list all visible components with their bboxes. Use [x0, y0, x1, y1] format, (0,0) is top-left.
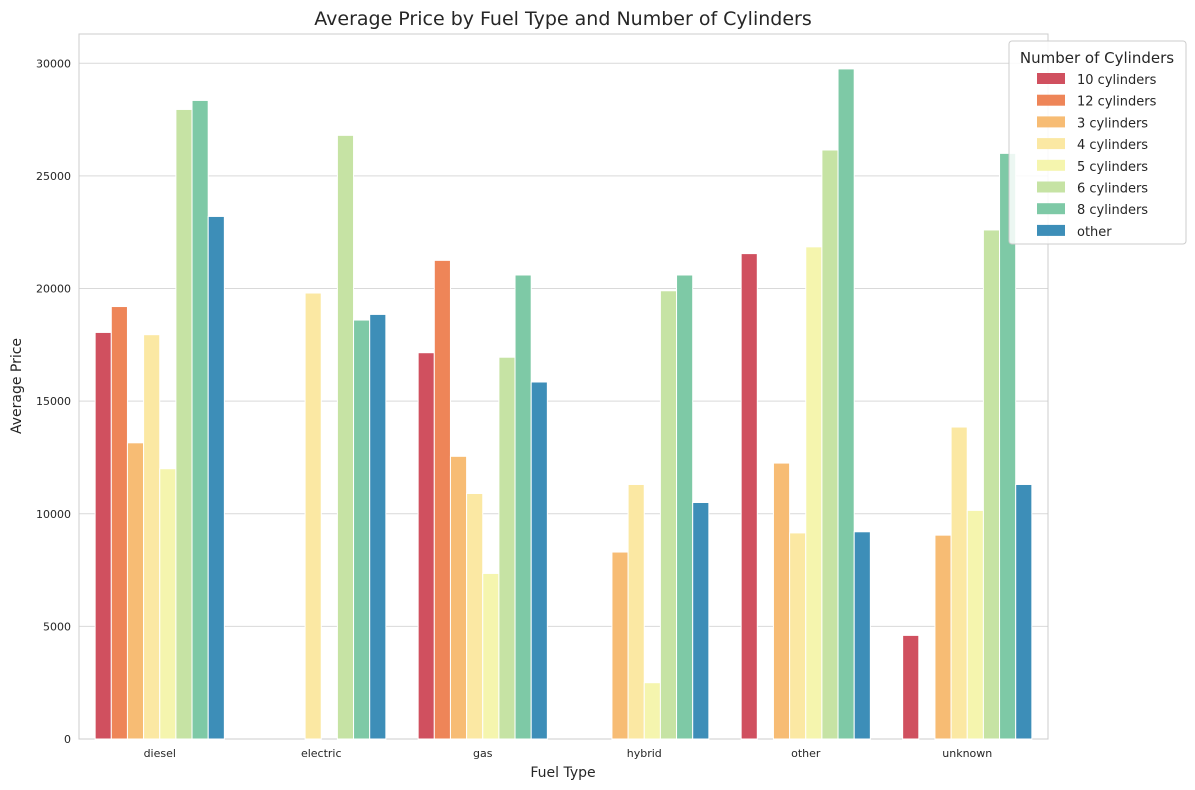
bar: [611, 551, 629, 740]
bar: [789, 532, 807, 740]
bar: [514, 274, 532, 740]
bar: [837, 68, 855, 740]
y-tick-label: 20000: [36, 283, 71, 296]
legend-label: 4 cylinders: [1077, 138, 1148, 153]
bar: [191, 99, 209, 740]
legend-label: 3 cylinders: [1077, 116, 1148, 131]
bar: [853, 531, 871, 740]
legend-swatch: [1037, 203, 1065, 215]
bar: [94, 331, 112, 740]
x-tick-labels: diesel electric gas hybrid other unknown: [144, 747, 993, 760]
gridlines: [79, 62, 1048, 740]
bar: [369, 313, 387, 740]
bar: [304, 292, 322, 740]
bar: [530, 381, 548, 740]
bar: [950, 426, 968, 740]
legend-label: 6 cylinders: [1077, 182, 1148, 197]
bar: [126, 442, 145, 740]
legend-box: [1008, 40, 1187, 245]
bar: [643, 682, 661, 740]
legend-label: 10 cylinders: [1077, 73, 1157, 88]
y-tick-label: 25000: [36, 170, 71, 183]
legend-label: 8 cylinders: [1077, 203, 1148, 218]
plot-frame: [78, 33, 1049, 740]
y-tick-label: 0: [64, 733, 71, 746]
bar: [110, 306, 128, 740]
chart-title: Average Price by Fuel Type and Number of…: [314, 8, 812, 30]
bar: [1015, 483, 1033, 740]
y-tick-labels: 0 5000 10000 15000 20000 25000 30000: [36, 57, 71, 746]
legend-label: other: [1077, 225, 1112, 240]
y-tick-label: 5000: [43, 620, 71, 633]
bar: [772, 462, 791, 740]
legend-items: 10 cylinders 12 cylinders 3 cylinders 4 cyl…: [1037, 73, 1157, 240]
legend-label: 5 cylinders: [1077, 160, 1148, 175]
bar: [433, 259, 451, 740]
legend: Number of Cylinders 10 cylinders 12 cylin…: [1008, 40, 1187, 245]
bar: [659, 290, 678, 740]
bar: [207, 215, 225, 740]
legend-swatch: [1037, 73, 1065, 84]
x-tick-label: electric: [301, 747, 342, 760]
x-tick-label: gas: [473, 747, 493, 760]
legend-swatch: [1037, 138, 1065, 150]
x-tick-label: unknown: [942, 747, 992, 760]
x-tick-label: hybrid: [627, 747, 662, 760]
bar: [676, 274, 694, 740]
bar: [417, 352, 435, 740]
legend-swatch: [1037, 181, 1065, 193]
bar: [934, 534, 952, 740]
legend-swatch: [1037, 94, 1065, 106]
bar: [143, 334, 161, 740]
y-tick-label: 30000: [36, 57, 71, 70]
bar: [740, 253, 758, 740]
bar: [902, 634, 920, 740]
bar: [466, 492, 484, 740]
bar: [966, 509, 984, 740]
bar: [336, 134, 355, 740]
bar: [982, 229, 1001, 740]
bar: [159, 468, 177, 740]
y-axis-label: Average Price: [9, 338, 25, 434]
bar: [627, 483, 645, 740]
legend-swatch: [1037, 116, 1065, 128]
y-tick-label: 15000: [36, 395, 71, 408]
y-tick-label: 10000: [36, 508, 71, 521]
legend-swatch: [1037, 224, 1065, 236]
bar: [482, 572, 500, 740]
legend-label: 12 cylinders: [1077, 95, 1157, 110]
bar: [449, 455, 468, 740]
bar: [999, 152, 1017, 740]
bar: [692, 501, 710, 740]
x-axis-label: Fuel Type: [530, 765, 595, 781]
legend-title: Number of Cylinders: [1020, 49, 1174, 67]
bar: [821, 149, 839, 740]
bars: [94, 68, 1033, 740]
bar: [805, 246, 823, 740]
x-tick-label: other: [791, 747, 821, 760]
bar: [498, 356, 516, 740]
bar: [175, 108, 193, 740]
legend-swatch: [1037, 159, 1065, 171]
x-tick-label: diesel: [144, 747, 176, 760]
bar: [353, 319, 371, 740]
